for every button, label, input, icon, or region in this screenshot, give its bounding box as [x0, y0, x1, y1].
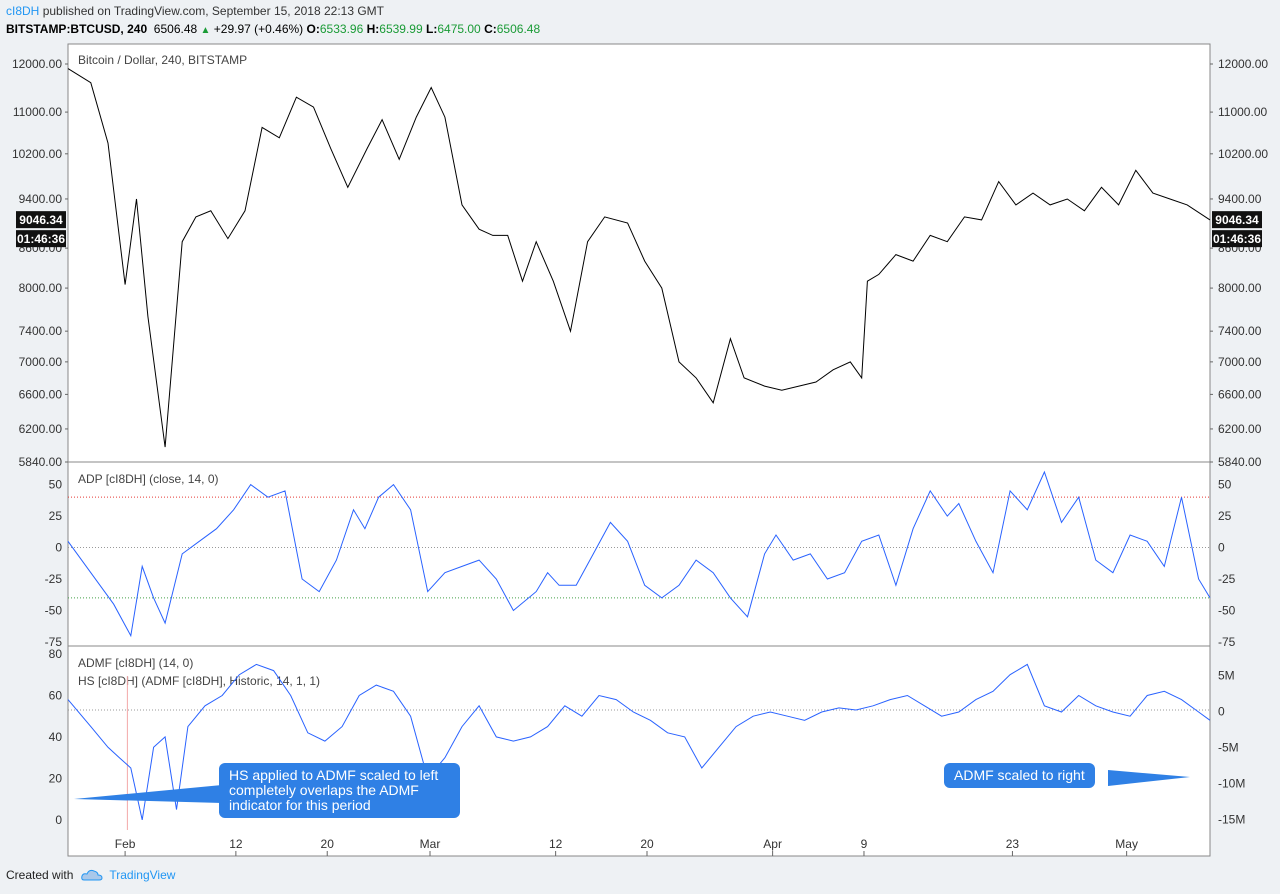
callout-right: ADMF scaled to right	[944, 763, 1095, 788]
footer: Created with TradingView	[6, 868, 175, 882]
time-axis-label: 12	[549, 837, 563, 851]
price-axis-left-label: 6600.00	[19, 387, 63, 401]
price-axis-left-label: 12000.00	[12, 57, 62, 71]
callout-left-text: HS applied to ADMF scaled to left comple…	[229, 767, 439, 813]
price-axis-left-label: 5840.00	[19, 455, 63, 469]
admf-axis-left-label: 20	[49, 771, 63, 785]
admf-axis-right-label: 0	[1218, 705, 1225, 719]
admf-pane-title: ADMF [cI8DH] (14, 0)	[78, 656, 193, 670]
price-tag-left	[16, 211, 66, 229]
callout-right-pointer	[1108, 770, 1190, 786]
admf-series-line	[67, 663, 1211, 821]
open-label: O:	[306, 22, 320, 36]
admf-axis-left-label: 0	[55, 813, 62, 827]
admf-axis-left-label: 60	[49, 688, 63, 702]
publisher-link[interactable]: cI8DH	[6, 4, 40, 18]
callout-left: HS applied to ADMF scaled to left comple…	[219, 763, 460, 818]
admf-axis-left-label: 40	[49, 730, 63, 744]
admf-axis-right-label: -10M	[1218, 777, 1245, 791]
last-price: 6506.48	[153, 22, 198, 36]
created-with-text: Created with	[6, 868, 74, 882]
plot-frame	[67, 43, 1211, 857]
price-series-line	[67, 68, 1211, 448]
price-change: +29.97 (+0.46%)	[213, 22, 304, 36]
low-label: L:	[426, 22, 438, 36]
adp-axis-left-label: 0	[55, 541, 62, 555]
price-axis-left-label: 11000.00	[13, 105, 62, 119]
publish-line: cI8DH published on TradingView.com, Sept…	[6, 4, 384, 18]
high-value: 6539.99	[379, 22, 423, 36]
time-axis-label: Mar	[420, 837, 441, 851]
timer-tag-text: 01:46:36	[17, 232, 65, 246]
adp-axis-right-label: -25	[1218, 572, 1236, 586]
low-value: 6475.00	[437, 22, 481, 36]
timer-tag-text: 01:46:36	[1213, 232, 1261, 246]
price-axis-left-label: 7000.00	[19, 355, 63, 369]
price-pane-title: Bitcoin / Dollar, 240, BITSTAMP	[78, 53, 247, 67]
timer-tag-right	[1212, 230, 1262, 248]
ohlc-line: BITSTAMP:BTCUSD, 240 6506.48 ▲ +29.97 (+…	[6, 22, 540, 36]
time-axis-label: Feb	[115, 837, 136, 851]
adp-axis-right-label: 50	[1218, 478, 1232, 492]
adp-axis-left-label: 25	[49, 509, 63, 523]
published-text: published on TradingView.com, September …	[42, 4, 385, 18]
adp-pane-title: ADP [cI8DH] (close, 14, 0)	[78, 472, 219, 486]
high-label: H:	[366, 22, 380, 36]
time-axis-label: 12	[229, 837, 243, 851]
admf-axis-right-label: -15M	[1218, 813, 1245, 827]
tradingview-logo[interactable]: TradingView	[109, 868, 176, 882]
symbol-label: BITSTAMP:BTCUSD, 240	[6, 22, 148, 36]
time-axis-label: Apr	[763, 837, 782, 851]
price-axis-left-label: 10200.00	[12, 147, 62, 161]
up-triangle-icon: ▲	[200, 25, 211, 36]
time-axis-label: 23	[1006, 837, 1020, 851]
tradingview-cloud-icon	[81, 869, 103, 881]
admf-axis-right-label: 5M	[1218, 669, 1235, 683]
time-axis-label: 20	[640, 837, 654, 851]
price-axis-right-label: 8000.00	[1218, 281, 1262, 295]
chart-area[interactable]: 5840.00 5840.00 6200.00 6200.00 6600.00 6600.…	[0, 40, 1280, 858]
adp-axis-right-label: 0	[1218, 541, 1225, 555]
hs-pane-title: HS [cI8DH] (ADMF [cI8DH], Historic, 14, …	[78, 674, 320, 688]
admf-axis-right-label: -5M	[1218, 741, 1239, 755]
open-value: 6533.96	[319, 22, 364, 36]
price-axis-right-label: 6200.00	[1218, 422, 1262, 436]
price-tag-right	[1212, 211, 1262, 229]
adp-series-line	[67, 470, 1211, 638]
price-tag-text: 9046.34	[1215, 213, 1259, 227]
price-axis-right-label: 7000.00	[1218, 355, 1262, 369]
time-axis-label: 9	[861, 837, 868, 851]
time-axis-label: May	[1115, 837, 1138, 851]
price-axis-left-label: 9400.00	[19, 192, 63, 206]
close-value: 6506.48	[496, 22, 541, 36]
admf-axis-left-label: 80	[49, 647, 63, 661]
time-axis-label: 20	[321, 837, 335, 851]
price-axis-right-label: 7400.00	[1218, 324, 1262, 338]
price-axis-right-label: 5840.00	[1218, 455, 1262, 469]
timer-tag-left	[16, 230, 66, 248]
callout-right-text: ADMF scaled to right	[954, 767, 1085, 783]
price-axis-right-label: 11000.00	[1218, 105, 1267, 119]
price-axis-right-label: 6600.00	[1218, 387, 1262, 401]
adp-axis-right-label: 25	[1218, 509, 1232, 523]
callout-left-pointer	[74, 785, 222, 803]
close-label: C:	[484, 22, 497, 36]
price-axis-right-label: 12000.00	[1218, 57, 1268, 71]
price-axis-left-label: 6200.00	[19, 422, 63, 436]
adp-axis-right-label: -75	[1218, 635, 1236, 649]
adp-axis-left-label: -50	[45, 604, 63, 618]
price-axis-right-label: 10200.00	[1218, 147, 1268, 161]
adp-axis-right-label: -50	[1218, 604, 1236, 618]
adp-axis-left-label: 50	[49, 478, 63, 492]
price-axis-left-label: 8000.00	[19, 281, 63, 295]
price-tag-text: 9046.34	[19, 213, 63, 227]
adp-axis-left-label: -75	[45, 635, 63, 649]
price-axis-right-label: 9400.00	[1218, 192, 1262, 206]
price-axis-left-label: 7400.00	[19, 324, 63, 338]
adp-axis-left-label: -25	[45, 572, 63, 586]
